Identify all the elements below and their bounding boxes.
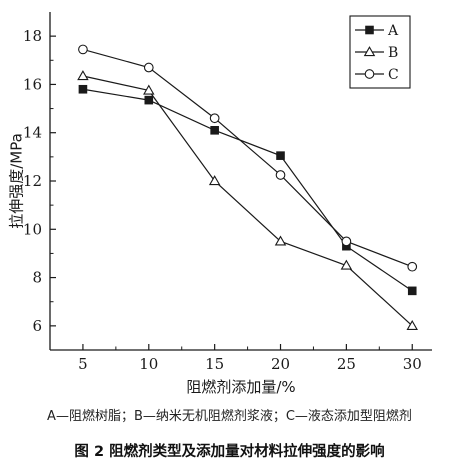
legend-marker	[363, 46, 376, 57]
figure-caption: 图 2 阻燃剂类型及添加量对材料拉伸强度的影响	[74, 444, 385, 460]
chart-legend: ABC	[349, 15, 411, 89]
data-point	[209, 113, 220, 124]
legend-label: A	[387, 23, 399, 39]
data-point	[274, 235, 287, 246]
series-line	[82, 88, 413, 292]
data-point	[77, 70, 89, 81]
x-tick-label: 5	[78, 355, 88, 373]
chart-series	[77, 44, 418, 331]
data-point	[208, 175, 221, 186]
legend-marker	[364, 69, 375, 79]
y-tick-label: 16	[23, 75, 42, 93]
y-tick-label: 6	[32, 317, 42, 335]
y-tick-label: 10	[23, 220, 42, 238]
legend-marker	[365, 25, 374, 35]
data-point	[78, 84, 88, 94]
legend-label: C	[388, 67, 399, 83]
series-c	[78, 44, 418, 272]
data-point	[78, 44, 88, 55]
data-point	[143, 62, 154, 73]
y-tick-label: 8	[32, 269, 42, 287]
data-point	[210, 126, 219, 135]
x-tick-label: 10	[139, 355, 158, 373]
data-point	[143, 84, 155, 95]
series-b	[77, 70, 418, 331]
data-point	[341, 236, 352, 247]
series-line	[82, 75, 413, 327]
legend-note: A—阻燃树脂；B—纳米无机阻燃剂浆液；C—液态添加型阻燃剂	[47, 409, 412, 424]
x-tick-label: 20	[271, 355, 290, 373]
data-point	[407, 261, 418, 272]
x-tick-label: 15	[205, 355, 224, 373]
data-point	[275, 170, 286, 180]
data-point	[406, 319, 418, 331]
chart-axes: 6 8 10 12 14 16 18 5 10 15 20 25 30	[23, 12, 432, 373]
legend-label: B	[388, 45, 398, 61]
y-tick-label: 14	[23, 124, 42, 142]
x-tick-label: 30	[403, 355, 422, 373]
legend-item-a: A	[355, 23, 399, 39]
y-tick-label: 12	[23, 172, 42, 190]
data-point	[276, 151, 285, 160]
series-line	[82, 48, 413, 268]
series-a	[78, 84, 417, 296]
y-axis-title: 拉伸强度/MPa	[8, 133, 26, 229]
data-point	[407, 286, 417, 296]
data-point	[144, 95, 154, 105]
data-point	[340, 259, 353, 270]
tensile-strength-chart: 6 8 10 12 14 16 18 5 10 15 20 25 30 ABC 阻燃剂添加量/% 拉伸强…	[8, 12, 432, 396]
legend-item-c: C	[355, 67, 399, 83]
legend-item-b: B	[355, 45, 398, 61]
x-tick-label: 25	[337, 355, 356, 373]
y-tick-label: 18	[23, 27, 42, 45]
x-axis-title: 阻燃剂添加量/%	[186, 378, 295, 396]
